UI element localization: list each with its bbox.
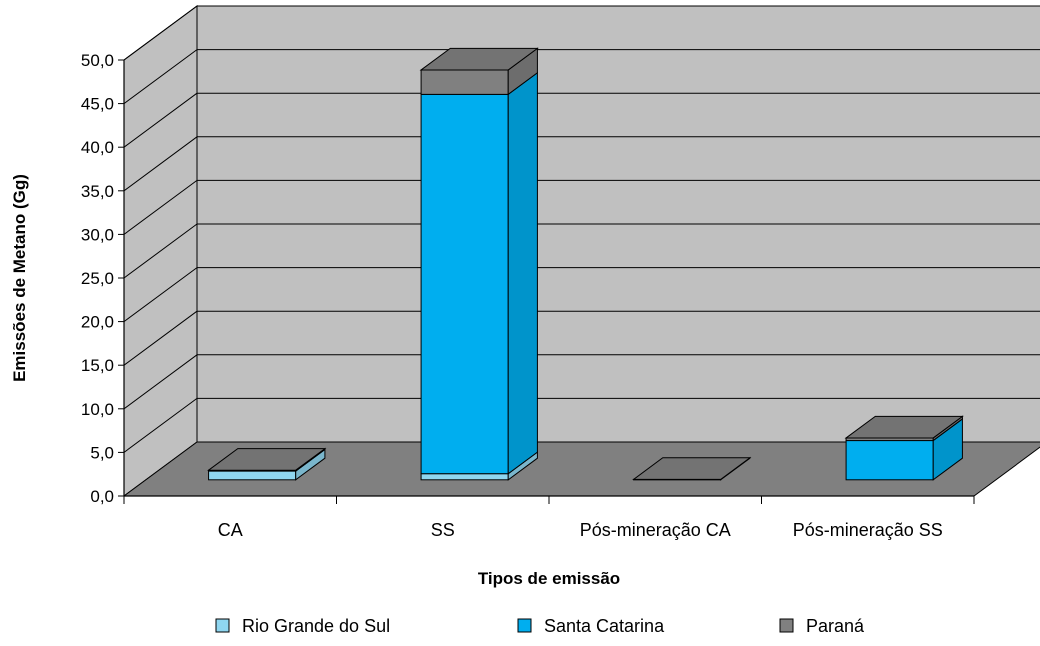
x-category-label: Pós-mineração CA: [580, 520, 731, 540]
x-axis-title: Tipos de emissão: [478, 569, 620, 588]
legend-label: Santa Catarina: [544, 616, 665, 636]
bar-santa-catarina-1: [420, 71, 538, 475]
bar-paraná-2: [632, 456, 752, 481]
gridline-side: [123, 267, 198, 323]
y-tick-labels: 0,0 5,0 10,0 15,0 20,0 25,0 30,0 35,0 40,0 45,0 50…: [81, 51, 114, 506]
x-category-label: Pós-mineração SS: [793, 520, 943, 540]
legend-item-santa-catarina: Santa Catarina: [517, 616, 665, 636]
legend-swatch: [517, 618, 532, 633]
gridline-side: [123, 92, 198, 148]
bar-santa-catarina-3: [845, 417, 963, 481]
legend-item-paraná: Paraná: [779, 616, 865, 636]
bar-paraná-3: [844, 415, 964, 442]
legend: Rio Grande do Sul Santa Catarina Paraná: [215, 616, 865, 636]
legend-item-rio-grande-do-sul: Rio Grande do Sul: [215, 616, 390, 636]
bar-paraná-0: [207, 447, 327, 473]
y-tick-label: 25,0: [81, 269, 114, 288]
gridlines: [123, 5, 1040, 453]
gridline-side: [123, 223, 198, 279]
y-tick-label: 50,0: [81, 51, 114, 70]
x-category-labels: CA SS Pós-mineração CA Pós-mineração SS: [218, 520, 943, 540]
x-category-label: CA: [218, 520, 243, 540]
legend-label: Paraná: [806, 616, 865, 636]
y-tick-label: 0,0: [90, 487, 114, 506]
bars: [207, 47, 964, 481]
bar-paraná-1: [419, 47, 539, 96]
y-axis-title: Emissões de Metano (Gg): [10, 174, 29, 382]
gridline-side: [123, 397, 198, 453]
y-tick-label: 5,0: [90, 443, 114, 462]
axes: [118, 59, 975, 504]
y-tick-label: 20,0: [81, 313, 114, 332]
legend-swatch: [215, 618, 230, 633]
gridline-side: [123, 354, 198, 410]
legend-swatch: [779, 618, 794, 633]
y-tick-label: 40,0: [81, 138, 114, 157]
y-tick-label: 30,0: [81, 225, 114, 244]
x-category-label: SS: [431, 520, 455, 540]
gridline-side: [123, 5, 198, 61]
y-tick-label: 15,0: [81, 356, 114, 375]
gridline-side: [123, 310, 198, 366]
y-tick-label: 35,0: [81, 182, 114, 201]
gridline-side: [123, 179, 198, 235]
y-tick-label: 45,0: [81, 95, 114, 114]
legend-label: Rio Grande do Sul: [242, 616, 390, 636]
y-tick-label: 10,0: [81, 400, 114, 419]
gridline-side: [123, 49, 198, 105]
gridline-side: [123, 136, 198, 192]
